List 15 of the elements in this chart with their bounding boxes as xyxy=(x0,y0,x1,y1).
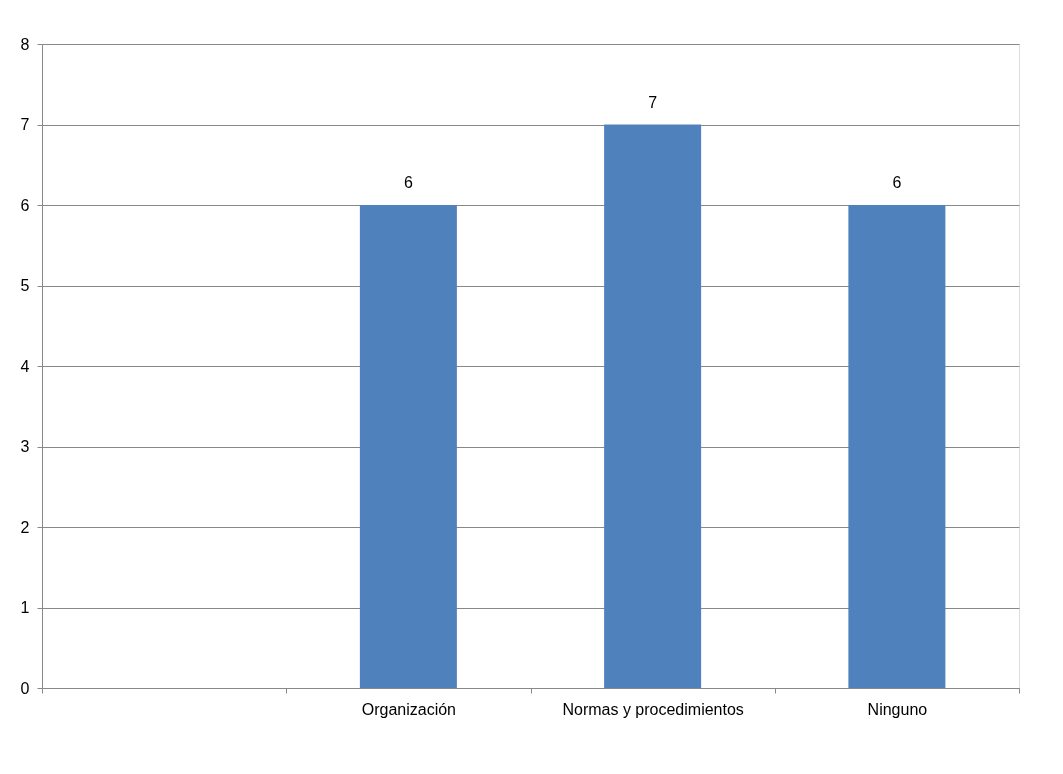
y-tick-label: 6 xyxy=(20,196,30,214)
y-tick-label: 5 xyxy=(20,277,30,294)
data-label: 6 xyxy=(403,174,413,191)
x-tick-label: Normas y procedimientos xyxy=(562,700,744,718)
x-tick-label: Organización xyxy=(361,700,457,718)
y-tick-label: 4 xyxy=(20,357,30,375)
y-tick-label: 2 xyxy=(20,518,30,536)
y-tick-label: 1 xyxy=(20,599,30,616)
x-tick-label: Ninguno xyxy=(867,700,928,718)
y-tick-label: 0 xyxy=(20,679,30,697)
data-label: 6 xyxy=(892,174,902,191)
y-tick-label: 8 xyxy=(20,35,30,53)
y-tick-label: 7 xyxy=(20,116,30,133)
data-label: 7 xyxy=(648,93,658,111)
y-tick-label: 3 xyxy=(20,438,30,455)
